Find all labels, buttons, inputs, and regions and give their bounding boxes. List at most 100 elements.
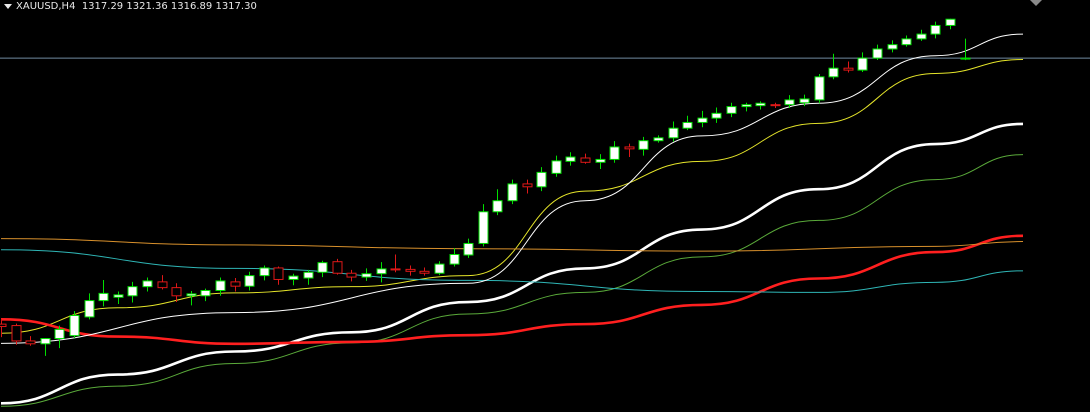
candle-body [230,281,241,287]
candle [405,265,416,276]
candle-body [419,270,430,274]
candle-body [98,292,109,302]
candle-body [492,200,503,213]
moving-average-line [0,59,1024,334]
candle [463,238,474,258]
candle-body [405,268,416,272]
candle [960,38,971,61]
candle [200,288,211,302]
dropdown-caret-icon[interactable] [4,3,12,9]
candle [434,261,445,276]
candle-body [960,57,971,60]
candle-body [828,67,839,78]
candle-body [609,146,620,160]
candle [419,267,430,276]
candle-body [755,102,766,107]
candle [945,18,956,30]
candle-body [668,127,679,139]
candle [930,21,941,39]
candle-body [215,280,226,292]
candle-body [901,38,912,46]
candle [449,248,460,267]
candle [755,101,766,110]
candle-body [814,76,825,101]
candle [522,179,533,194]
candle-body [40,338,51,345]
candle [171,283,182,303]
candle-body [376,268,387,275]
moving-average-line [0,122,1024,405]
candle [98,279,109,307]
ohlc-close: 1317.30 [215,1,257,12]
candle [230,278,241,292]
corner-triangle-icon [1030,0,1042,6]
candle-body [200,290,211,297]
ohlc-high: 1321.36 [126,1,168,12]
candle-body [565,156,576,162]
candle [595,154,606,170]
candle [244,271,255,291]
moving-average-line [0,249,1024,293]
candle [84,293,95,320]
candle-body [449,253,460,265]
candle [54,325,65,349]
candle [11,323,22,345]
candle-body [157,281,168,289]
candle-body [317,262,328,273]
candle-body [390,268,401,271]
candle [142,277,153,292]
candle-body [522,183,533,188]
candle [478,204,489,247]
candle [551,155,562,177]
candle [361,268,372,281]
candle-body [259,267,270,277]
candle [668,121,679,142]
candle-body [273,267,284,280]
candlesticks [0,18,971,356]
candle-body [25,340,36,345]
candle-body [69,314,80,337]
candle [186,290,197,306]
candle-body [171,287,182,297]
candle-body [84,300,95,318]
candle-body [945,18,956,26]
candle [624,143,635,158]
candle-body [11,325,22,342]
moving-average-line [0,238,1024,252]
candle [711,107,722,123]
candle-body [799,98,810,104]
candle-body [916,33,927,40]
candle [843,61,854,73]
candle-body [332,261,343,274]
candle-body [741,104,752,108]
candle [507,179,518,205]
candle-body [303,271,314,279]
candle-body [653,137,664,142]
candle [288,273,299,286]
candle [317,260,328,278]
chart-header: XAUUSD,H4 1317.29 1321.36 1316.89 1317.3… [4,1,257,15]
candle [872,44,883,61]
candle [580,153,591,164]
candle [492,189,503,216]
candle [346,269,357,282]
candle-body [638,140,649,150]
candle [784,95,795,109]
candle [303,269,314,285]
candle [726,102,737,118]
candle-body [346,272,357,278]
candle [609,141,620,163]
candle [638,136,649,156]
candle-body [54,328,65,340]
candle-body [872,48,883,59]
ohlc-open: 1317.29 [81,1,124,12]
candle [127,281,138,303]
candle [215,277,226,296]
candle-body [142,280,153,288]
candle-body [857,57,868,71]
candle-body [536,171,547,188]
candle-body [244,275,255,287]
candle-body [186,293,197,297]
candle-body [361,273,372,278]
